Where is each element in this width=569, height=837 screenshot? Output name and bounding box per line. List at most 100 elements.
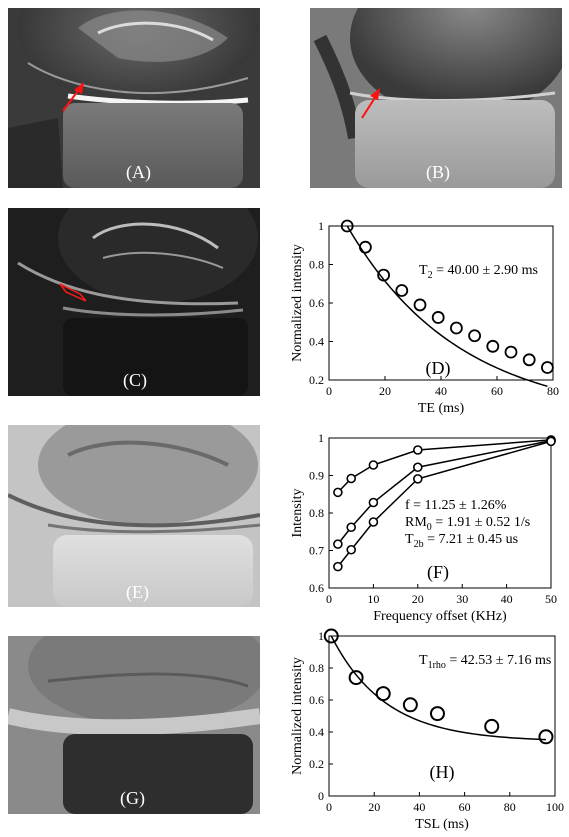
fit-annotation-line: f = 11.25 ± 1.26% (405, 498, 507, 513)
y-tick-label: 0.7 (309, 544, 324, 558)
y-tick-label: 0.8 (309, 661, 324, 675)
data-point (540, 361, 554, 374)
data-point (546, 436, 556, 447)
data-point (333, 539, 343, 549)
y-axis-label: Normalized intensity (290, 657, 305, 775)
data-point (504, 345, 518, 359)
y-tick-label: 0.4 (309, 335, 324, 349)
chart-f: 0 10 20 30 40 50 0.6 0.7 0.8 0.9 1 Frequency offset… (285, 428, 565, 628)
data-point (413, 474, 423, 484)
data-point (413, 445, 423, 455)
data-point (413, 462, 423, 473)
chart-h: 0 20 40 60 80 100 0 0.2 0.4 0.6 0.8 1 TSL (ms) Normal… (285, 628, 565, 836)
fit-annotation: T1rho = 42.53 ± 7.16 ms (419, 653, 551, 671)
data-point (431, 311, 445, 324)
data-point (468, 329, 482, 343)
x-tick-label: 10 (367, 592, 379, 606)
data-point (538, 729, 554, 745)
data-point (395, 284, 409, 297)
data-point (522, 353, 536, 367)
data-point (368, 517, 379, 527)
red-arrow-icon (74, 82, 84, 94)
data-point (377, 268, 390, 282)
x-tick-label: 20 (412, 592, 424, 606)
panel-label: (B) (426, 162, 450, 183)
x-tick-label: 80 (547, 384, 559, 398)
panel-label: (G) (120, 788, 145, 809)
t1rho-decay-chart: 0 20 40 60 80 100 0 0.2 0.4 0.6 0.8 1 TSL (ms) Normal… (290, 628, 564, 832)
data-point (402, 697, 418, 713)
fit-annotation-line: T2b = 7.21 ± 0.45 us (405, 532, 518, 550)
data-point (340, 219, 354, 233)
x-tick-label: 20 (379, 384, 391, 398)
data-point (429, 706, 445, 722)
data-point (333, 487, 343, 498)
roi-outline (59, 283, 87, 302)
data-point (449, 321, 463, 335)
x-axis-label: TSL (ms) (415, 817, 469, 832)
x-tick-label: 40 (413, 800, 425, 814)
data-point (359, 240, 372, 254)
x-tick-label: 0 (326, 592, 332, 606)
y-tick-label: 1 (318, 431, 324, 445)
t2-decay-chart: 0 20 40 60 80 0.2 0.4 0.6 0.8 1 TE (ms) Normalized … (290, 219, 559, 416)
fit-curve (330, 635, 546, 741)
y-tick-label: 0.8 (309, 258, 324, 272)
mt-chart: 0 10 20 30 40 50 0.6 0.7 0.8 0.9 1 Frequency offset… (290, 431, 557, 624)
y-tick-label: 0.2 (309, 757, 324, 771)
fit-annotation-line: RM0 = 1.91 ± 0.52 1/s (405, 515, 530, 533)
mri-panel-b: (B) (310, 8, 562, 188)
y-tick-label: 0.6 (309, 693, 324, 707)
data-point (346, 544, 356, 555)
y-tick-label: 0.2 (309, 373, 324, 387)
panel-label: (D) (426, 358, 451, 379)
data-point (368, 460, 379, 470)
data-point (346, 522, 356, 533)
fit-annotation: T2 = 40.00 ± 2.90 ms (419, 263, 538, 281)
x-axis-label: Frequency offset (KHz) (373, 609, 507, 624)
y-axis-label: Intensity (290, 489, 305, 538)
y-tick-label: 1 (318, 219, 324, 233)
x-tick-label: 30 (456, 592, 468, 606)
data-point (323, 628, 339, 644)
x-axis-label: TE (ms) (418, 401, 465, 416)
panel-label: (E) (126, 582, 149, 603)
y-tick-label: 0 (318, 789, 324, 803)
data-point (484, 718, 500, 734)
x-tick-label: 60 (459, 800, 471, 814)
data-point (413, 298, 427, 312)
panel-label: (A) (126, 162, 151, 183)
mri-panel-a: (A) (8, 8, 260, 188)
red-arrow-icon (370, 88, 380, 100)
y-tick-label: 0.6 (309, 581, 324, 595)
y-tick-label: 1 (318, 629, 324, 643)
chart-d: 0 20 40 60 80 0.2 0.4 0.6 0.8 1 TE (ms) Normalized … (285, 212, 565, 420)
mri-panel-c: (C) (8, 208, 260, 396)
x-tick-label: 0 (326, 800, 332, 814)
y-tick-label: 0.9 (309, 469, 324, 483)
data-point (486, 339, 500, 353)
data-point (346, 473, 356, 484)
x-tick-label: 60 (491, 384, 503, 398)
plot-frame (328, 225, 554, 381)
fit-curve (346, 225, 548, 388)
x-tick-label: 100 (546, 800, 564, 814)
data-point (348, 670, 364, 686)
data-point (368, 497, 379, 508)
y-tick-label: 0.6 (309, 296, 324, 310)
x-tick-label: 0 (326, 384, 332, 398)
x-tick-label: 80 (504, 800, 516, 814)
data-point (375, 686, 391, 702)
mri-panel-g: (G) (8, 636, 260, 814)
mri-panel-e: (E) (8, 425, 260, 607)
x-tick-label: 50 (545, 592, 557, 606)
data-point (333, 561, 343, 572)
plot-frame (328, 635, 556, 797)
y-axis-label: Normalized intensity (290, 244, 305, 362)
panel-label: (C) (123, 370, 147, 391)
panel-label: (H) (430, 762, 455, 783)
x-tick-label: 40 (435, 384, 447, 398)
y-tick-label: 0.8 (309, 506, 324, 520)
y-tick-label: 0.4 (309, 725, 324, 739)
x-tick-label: 20 (368, 800, 380, 814)
